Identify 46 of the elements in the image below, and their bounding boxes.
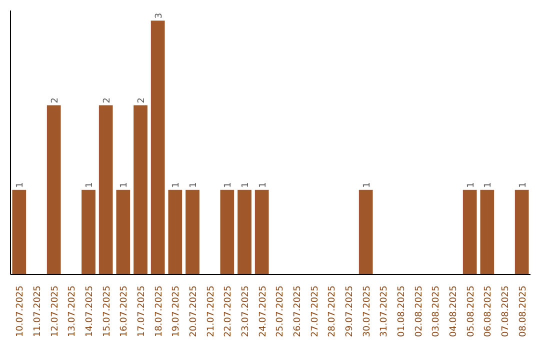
x-tick-label: 07.08.2025 <box>501 286 511 338</box>
data-label: 1 <box>484 182 494 188</box>
x-tick-label: 18.07.2025 <box>154 286 164 338</box>
data-label: 2 <box>102 98 112 104</box>
x-tick-label: 15.07.2025 <box>102 286 112 338</box>
data-label: 1 <box>241 182 251 188</box>
x-tick-label: 31.07.2025 <box>380 286 390 338</box>
x-tick-label: 06.08.2025 <box>484 286 494 338</box>
x-tick-label: 29.07.2025 <box>345 286 355 338</box>
x-tick-label: 02.08.2025 <box>414 286 424 338</box>
x-tick-label: 16.07.2025 <box>120 286 130 338</box>
x-tick-label: 13.07.2025 <box>68 286 78 338</box>
x-tick-label: 01.08.2025 <box>397 286 407 338</box>
x-tick-label: 14.07.2025 <box>85 286 95 338</box>
x-tick-label: 24.07.2025 <box>258 286 268 338</box>
x-tick-label: 21.07.2025 <box>206 286 216 338</box>
x-tick-label: 04.08.2025 <box>449 286 459 338</box>
x-tick-label: 27.07.2025 <box>310 286 320 338</box>
data-label: 1 <box>189 182 199 188</box>
x-tick-label: 12.07.2025 <box>50 286 60 338</box>
data-label: 1 <box>16 182 26 188</box>
x-tick-label: 28.07.2025 <box>328 286 338 338</box>
x-tick-label: 03.08.2025 <box>432 286 442 338</box>
x-tick-label: 05.08.2025 <box>466 286 476 338</box>
x-tick-label: 10.07.2025 <box>16 286 26 338</box>
data-label: 1 <box>518 182 528 188</box>
data-label: 1 <box>224 182 234 188</box>
data-label: 1 <box>466 182 476 188</box>
data-label: 2 <box>137 98 147 104</box>
x-tick-label: 17.07.2025 <box>137 286 147 338</box>
data-label: 1 <box>172 182 182 188</box>
data-label: 1 <box>258 182 268 188</box>
x-tick-label: 25.07.2025 <box>276 286 286 338</box>
data-label: 3 <box>154 12 164 19</box>
x-tick-label: 23.07.2025 <box>241 286 251 338</box>
data-label: 1 <box>85 182 95 188</box>
data-label: 1 <box>362 182 372 188</box>
x-tick-label: 08.08.2025 <box>518 286 528 338</box>
x-tick-label: 30.07.2025 <box>362 286 372 338</box>
x-tick-label: 26.07.2025 <box>293 286 303 338</box>
data-label: 2 <box>50 98 60 104</box>
x-tick-label: 22.07.2025 <box>224 286 234 338</box>
x-tick-label: 19.07.2025 <box>172 286 182 338</box>
x-tick-label: 20.07.2025 <box>189 286 199 338</box>
x-tick-label: 11.07.2025 <box>33 286 43 338</box>
data-label: 1 <box>120 182 130 188</box>
